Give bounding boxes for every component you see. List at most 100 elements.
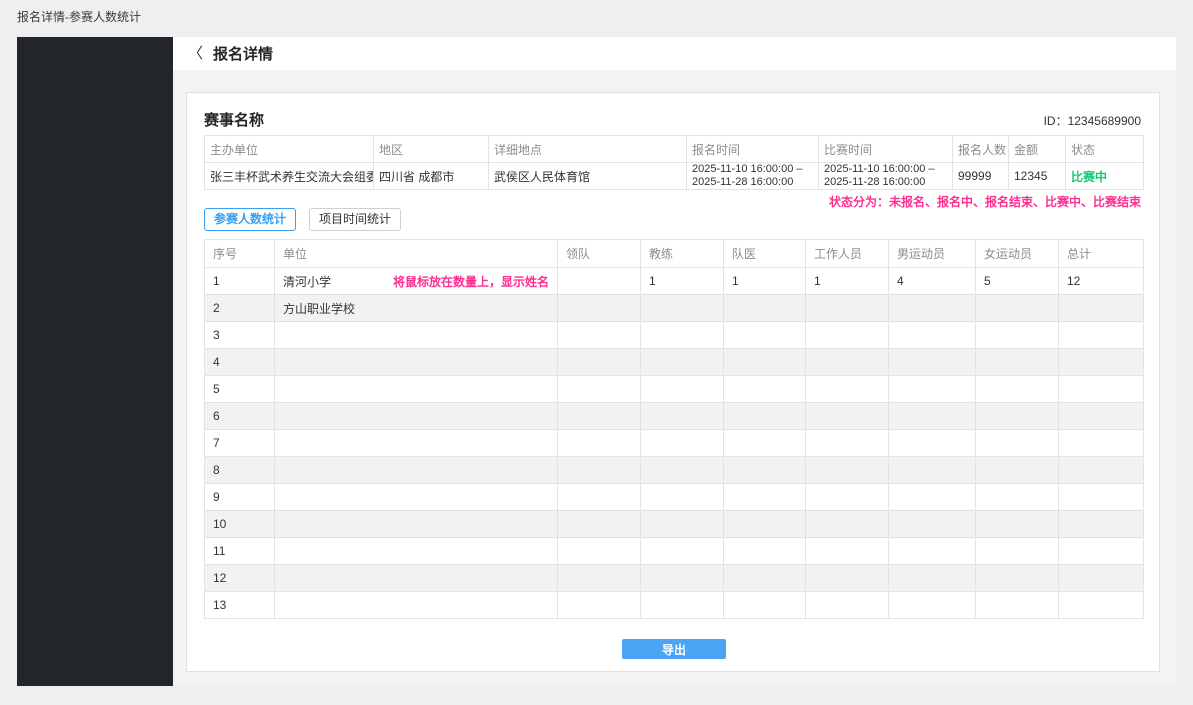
col-male-athletes: 男运动员 — [888, 239, 976, 268]
table-row: 7 — [204, 429, 1144, 457]
cell-doctor — [723, 294, 806, 322]
col-match-time: 比赛时间 — [818, 135, 953, 163]
cell-no: 2 — [204, 294, 275, 322]
cell-no: 7 — [204, 429, 275, 457]
status-legend-note: 状态分为：未报名、报名中、报名结束、比赛中、比赛结束 — [828, 195, 1141, 209]
cell-staff — [805, 429, 889, 457]
cell-leader — [557, 483, 641, 511]
cell-unit: 清河小学 将鼠标放在数量上，显示姓名 — [274, 267, 558, 295]
cell-female — [975, 564, 1059, 592]
cell-male — [888, 348, 976, 376]
cell-doctor — [723, 564, 806, 592]
cell-doctor — [723, 456, 806, 484]
cell-male — [888, 429, 976, 457]
export-button[interactable]: 导出 — [622, 639, 726, 659]
col-reg-count: 报名人数 — [952, 135, 1009, 163]
cell-female — [975, 375, 1059, 403]
cell-unit — [274, 564, 558, 592]
cell-coach — [640, 456, 724, 484]
match-time-line1: 2025-11-10 16:00:00 – — [824, 163, 935, 176]
cell-total — [1058, 591, 1144, 619]
page-header-bar: 〈 报名详情 — [173, 37, 1176, 70]
cell-total[interactable]: 12 — [1058, 267, 1144, 295]
col-unit: 单位 — [274, 239, 558, 268]
tab-schedule-stats[interactable]: 项目时间统计 — [309, 208, 402, 231]
cell-doctor — [723, 375, 806, 403]
cell-staff[interactable]: 1 — [805, 267, 889, 295]
cell-female — [975, 591, 1059, 619]
cell-no: 9 — [204, 483, 275, 511]
cell-male — [888, 321, 976, 349]
cell-reg-time: 2025-11-10 16:00:00 – 2025-11-28 16:00:0… — [686, 162, 819, 190]
cell-unit — [274, 483, 558, 511]
cell-female — [975, 483, 1059, 511]
cell-male — [888, 375, 976, 403]
cell-staff — [805, 591, 889, 619]
cell-total — [1058, 348, 1144, 376]
cell-doctor[interactable]: 1 — [723, 267, 806, 295]
cell-staff — [805, 483, 889, 511]
cell-doctor — [723, 483, 806, 511]
cell-male — [888, 402, 976, 430]
table-row: 12 — [204, 564, 1144, 592]
cell-no: 13 — [204, 591, 275, 619]
cell-total — [1058, 429, 1144, 457]
cell-coach[interactable]: 1 — [640, 267, 724, 295]
cell-no: 1 — [204, 267, 275, 295]
cell-doctor — [723, 537, 806, 565]
cell-leader — [557, 591, 641, 619]
table-row: 8 — [204, 456, 1144, 484]
cell-female[interactable]: 5 — [975, 267, 1059, 295]
cell-female — [975, 537, 1059, 565]
cell-status: 比赛中 — [1065, 162, 1144, 190]
event-table-value-row: 张三丰杯武术养生交流大会组委会 四川省 成都市 武侯区人民体育馆 2025-11… — [204, 162, 1144, 190]
cell-female — [975, 429, 1059, 457]
cell-leader — [557, 564, 641, 592]
table-row: 5 — [204, 375, 1144, 403]
cell-coach — [640, 402, 724, 430]
cell-male — [888, 483, 976, 511]
cell-leader — [557, 321, 641, 349]
cell-total — [1058, 510, 1144, 538]
cell-coach — [640, 375, 724, 403]
cell-reg-count: 99999 — [952, 162, 1009, 190]
tab-participant-stats[interactable]: 参赛人数统计 — [204, 208, 297, 231]
cell-no: 5 — [204, 375, 275, 403]
back-icon[interactable]: 〈 — [188, 45, 204, 62]
cell-location: 武侯区人民体育馆 — [488, 162, 687, 190]
breadcrumb: 报名详情-参赛人数统计 — [17, 10, 141, 24]
cell-total — [1058, 294, 1144, 322]
cell-coach — [640, 591, 724, 619]
cell-total — [1058, 537, 1144, 565]
table-row: 1 清河小学 将鼠标放在数量上，显示姓名 1 1 1 4 5 12 — [204, 267, 1144, 295]
cell-coach — [640, 483, 724, 511]
table-row: 3 — [204, 321, 1144, 349]
cell-leader — [557, 510, 641, 538]
cell-staff — [805, 456, 889, 484]
cell-unit — [274, 321, 558, 349]
cell-staff — [805, 537, 889, 565]
cell-unit — [274, 375, 558, 403]
cell-male[interactable]: 4 — [888, 267, 976, 295]
table-row: 11 — [204, 537, 1144, 565]
cell-leader — [557, 429, 641, 457]
cell-female — [975, 456, 1059, 484]
event-id: ID：12345689900 — [1043, 114, 1141, 128]
cell-organizer: 张三丰杯武术养生交流大会组委会 — [204, 162, 374, 190]
cell-unit: 方山职业学校 — [274, 294, 558, 322]
cell-doctor — [723, 348, 806, 376]
col-reg-time: 报名时间 — [686, 135, 819, 163]
cell-staff — [805, 375, 889, 403]
participant-stats-table: 序号 单位 领队 教练 队医 工作人员 男运动员 女运动员 总计 1 清河小学 … — [204, 239, 1144, 619]
cell-staff — [805, 294, 889, 322]
col-status: 状态 — [1065, 135, 1144, 163]
cell-coach — [640, 348, 724, 376]
cell-leader[interactable] — [557, 267, 641, 295]
reg-time-line1: 2025-11-10 16:00:00 – — [692, 163, 803, 176]
cell-total — [1058, 564, 1144, 592]
col-coach: 教练 — [640, 239, 724, 268]
cell-no: 12 — [204, 564, 275, 592]
col-region: 地区 — [373, 135, 489, 163]
cell-doctor — [723, 429, 806, 457]
col-organizer: 主办单位 — [204, 135, 374, 163]
